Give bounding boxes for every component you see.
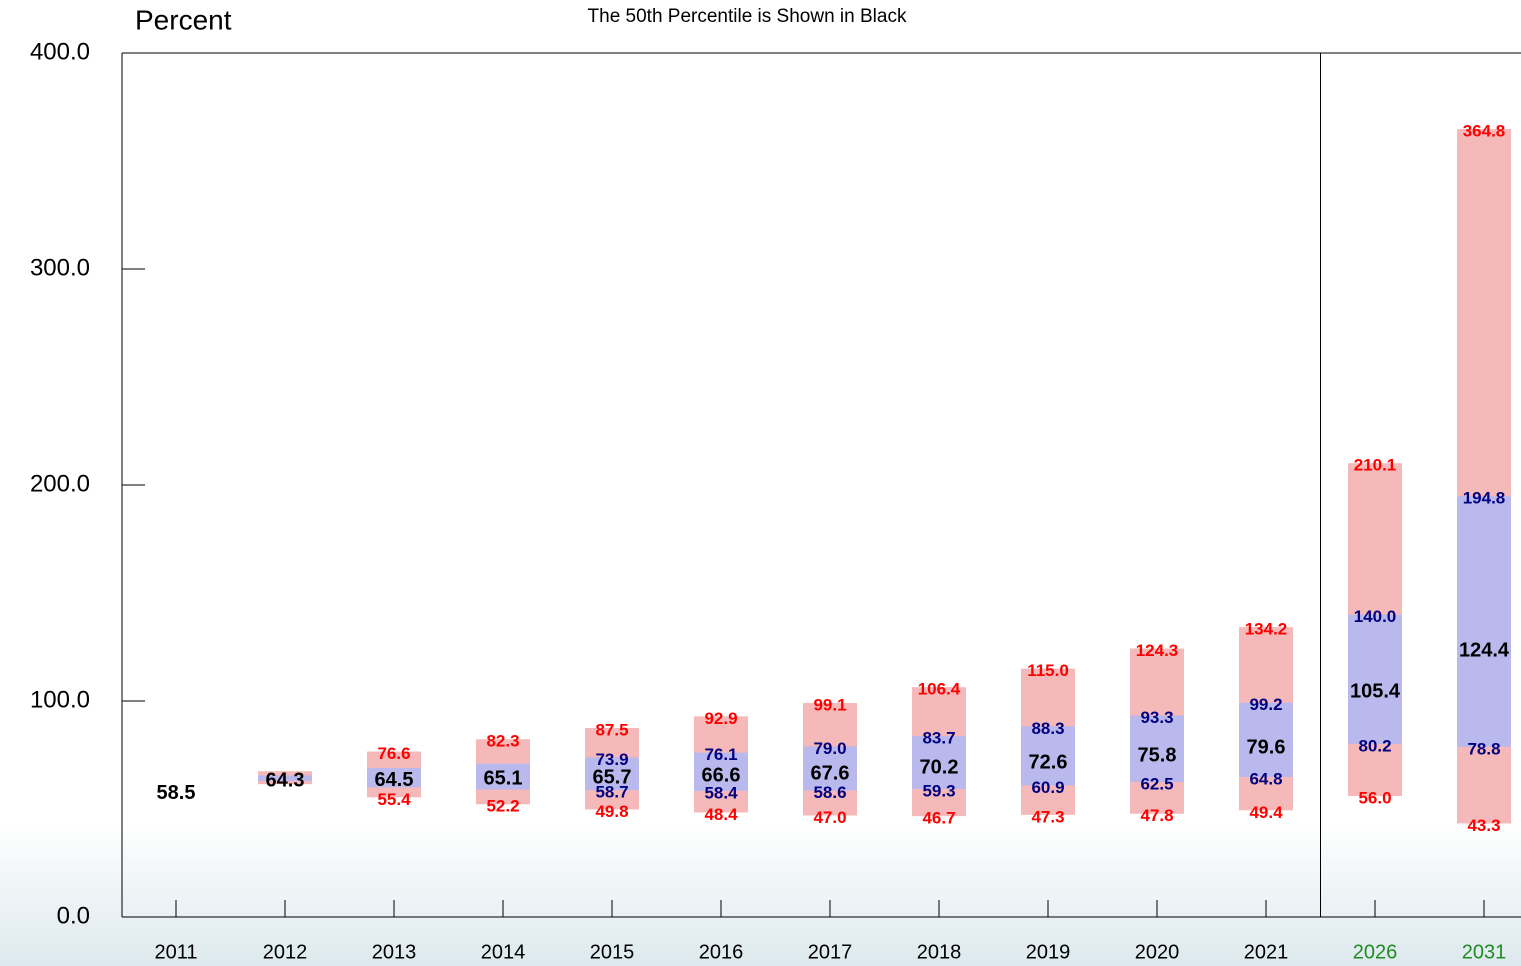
band: [803, 746, 857, 791]
data-label: 58.5: [157, 782, 196, 804]
data-label: 67.6: [811, 762, 850, 784]
data-label: 43.3: [1467, 816, 1500, 835]
data-label: 52.2: [486, 797, 519, 816]
band: [1348, 614, 1402, 744]
data-label: 124.3: [1136, 641, 1179, 660]
band: [912, 736, 966, 789]
data-label: 49.8: [595, 802, 628, 821]
band: [258, 775, 312, 781]
data-label: 48.4: [704, 805, 738, 824]
data-label: 47.8: [1140, 806, 1173, 825]
band: [1239, 702, 1293, 778]
data-label: 106.4: [918, 680, 961, 699]
x-tick-label: 2014: [481, 941, 526, 963]
data-label: 78.8: [1467, 739, 1500, 758]
data-label: 76.6: [377, 744, 410, 763]
data-label: 47.0: [813, 808, 846, 827]
data-label: 134.2: [1245, 620, 1288, 639]
data-label: 92.9: [704, 709, 737, 728]
data-label: 99.1: [813, 695, 846, 714]
data-label: 364.8: [1463, 122, 1506, 141]
y-tick-label: 0.0: [57, 902, 90, 929]
axis-title: Percent: [135, 4, 232, 35]
data-label: 56.0: [1358, 789, 1391, 808]
data-label: 80.2: [1358, 736, 1391, 755]
band: [1457, 496, 1511, 747]
data-label: 72.6: [1029, 751, 1068, 773]
data-label: 75.8: [1138, 745, 1177, 767]
data-label: 210.1: [1354, 456, 1397, 475]
band: [694, 752, 748, 791]
data-label: 58.4: [704, 783, 738, 802]
data-label: 46.7: [922, 809, 955, 828]
data-label: 99.2: [1249, 695, 1282, 714]
x-tick-label: 2018: [917, 941, 962, 963]
x-tick-label: 2017: [808, 941, 853, 963]
data-label: 88.3: [1031, 719, 1064, 738]
y-tick-label: 400.0: [30, 38, 90, 65]
data-label: 105.4: [1350, 681, 1401, 703]
data-label: 70.2: [920, 757, 959, 779]
data-label: 65.7: [593, 766, 632, 788]
x-tick-label: 2012: [263, 941, 308, 963]
data-label: 62.5: [1140, 774, 1173, 793]
x-tick-label: 2026: [1353, 941, 1398, 963]
band: [367, 767, 421, 788]
data-label: 58.6: [813, 783, 846, 802]
band: [1130, 715, 1184, 782]
data-label: 82.3: [486, 732, 519, 751]
data-label: 47.3: [1031, 807, 1064, 826]
band: [1021, 726, 1075, 786]
data-label: 93.3: [1140, 708, 1173, 727]
data-label: 83.7: [922, 729, 955, 748]
x-tick-label: 2016: [699, 941, 744, 963]
data-label: 115.0: [1027, 661, 1069, 680]
data-label: 64.8: [1249, 770, 1282, 789]
x-tick-label: 2021: [1244, 941, 1289, 963]
data-label: 87.5: [595, 720, 628, 739]
x-tick-label: 2031: [1462, 941, 1507, 963]
band: [476, 763, 530, 790]
chart-subtitle: The 50th Percentile is Shown in Black: [588, 6, 907, 27]
data-label: 60.9: [1031, 778, 1064, 797]
data-label: 64.5: [375, 769, 414, 791]
data-label: 58.7: [595, 783, 628, 802]
x-tick-label: 2013: [372, 941, 417, 963]
data-label: 124.4: [1459, 640, 1510, 662]
y-tick-label: 200.0: [30, 470, 90, 497]
data-label: 49.4: [1249, 803, 1283, 822]
data-label: 55.4: [377, 790, 411, 809]
data-label: 76.1: [704, 745, 737, 764]
data-label: 194.8: [1463, 489, 1506, 508]
x-tick-label: 2015: [590, 941, 635, 963]
y-tick-label: 100.0: [30, 686, 90, 713]
data-label: 64.3: [266, 769, 305, 791]
data-label: 140.0: [1354, 607, 1397, 626]
x-tick-label: 2011: [154, 941, 197, 963]
data-label: 66.6: [702, 764, 741, 786]
data-label: 79.0: [813, 739, 846, 758]
band: [585, 757, 639, 791]
data-label: 65.1: [484, 768, 523, 790]
x-tick-label: 2019: [1026, 941, 1071, 963]
data-label: 59.3: [922, 781, 955, 800]
data-label: 73.9: [595, 750, 628, 769]
data-label: 79.6: [1247, 736, 1286, 758]
x-tick-label: 2020: [1135, 941, 1180, 963]
y-tick-label: 300.0: [30, 254, 90, 281]
